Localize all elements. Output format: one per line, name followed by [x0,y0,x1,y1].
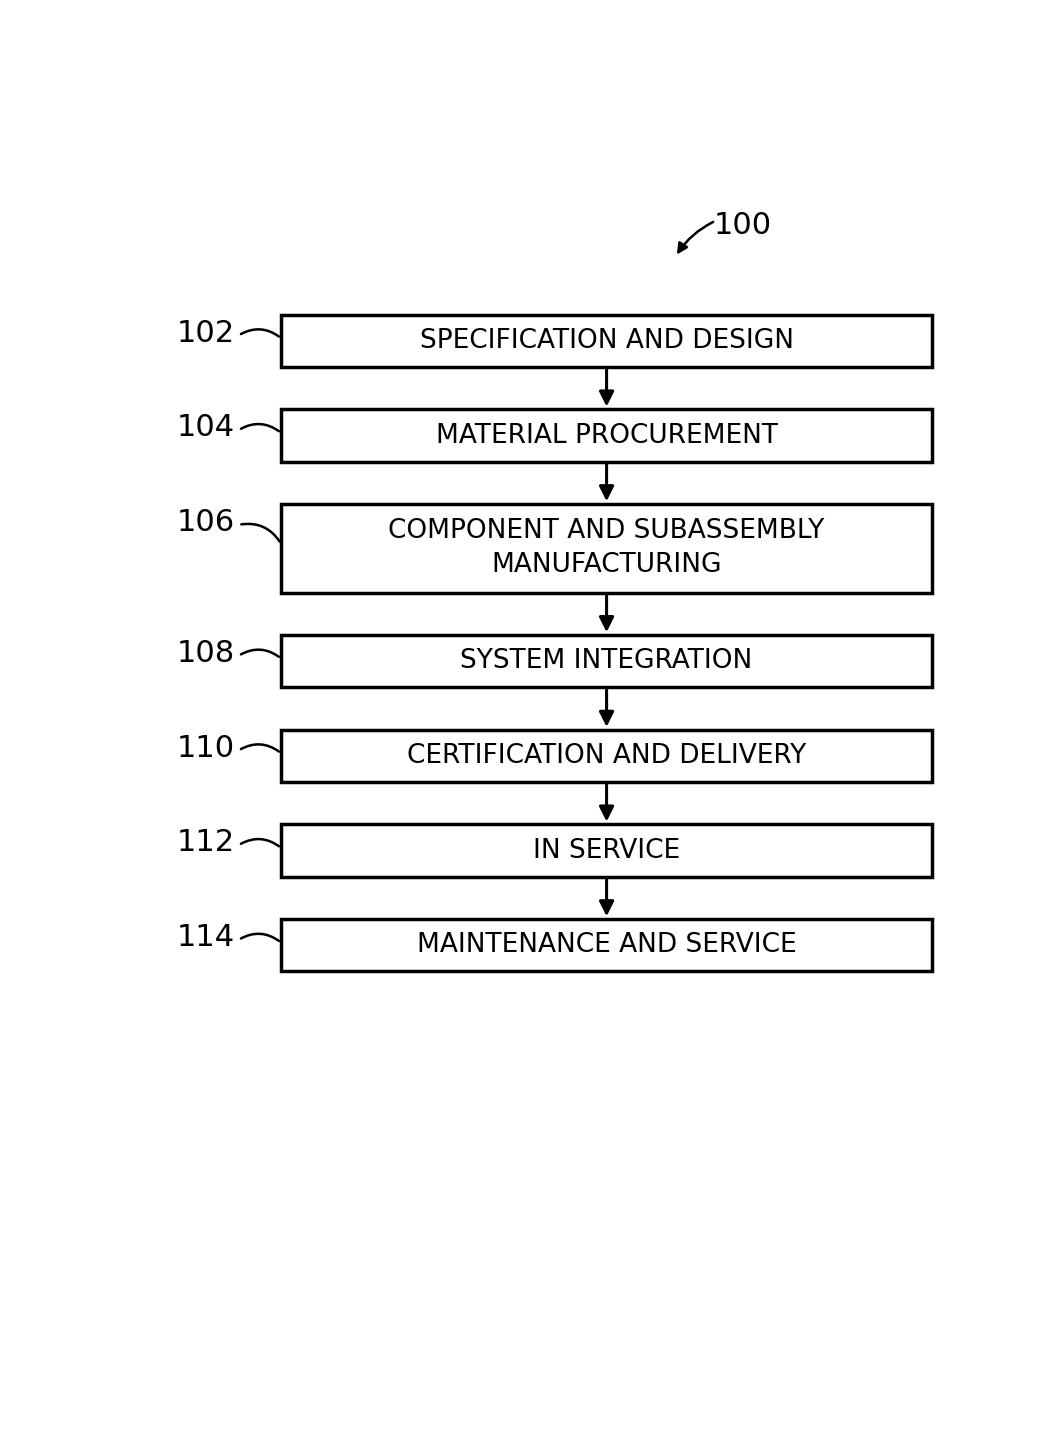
Text: SYSTEM INTEGRATION: SYSTEM INTEGRATION [460,649,753,674]
FancyBboxPatch shape [281,409,932,462]
FancyBboxPatch shape [281,729,932,782]
Text: 106: 106 [176,508,235,537]
Text: MATERIAL PROCUREMENT: MATERIAL PROCUREMENT [436,422,777,449]
FancyBboxPatch shape [281,824,932,877]
Text: COMPONENT AND SUBASSEMBLY
MANUFACTURING: COMPONENT AND SUBASSEMBLY MANUFACTURING [388,518,825,578]
Text: IN SERVICE: IN SERVICE [533,838,680,864]
Text: 114: 114 [176,923,235,951]
Text: MAINTENANCE AND SERVICE: MAINTENANCE AND SERVICE [417,933,796,959]
Text: 110: 110 [176,733,235,762]
Text: 104: 104 [176,413,235,442]
Text: 108: 108 [176,639,235,667]
Text: 102: 102 [176,319,235,347]
FancyBboxPatch shape [281,314,932,367]
Text: SPECIFICATION AND DESIGN: SPECIFICATION AND DESIGN [420,327,794,354]
FancyBboxPatch shape [281,918,932,971]
Text: 100: 100 [714,211,772,240]
FancyBboxPatch shape [281,634,932,687]
Text: 112: 112 [176,828,235,857]
FancyBboxPatch shape [281,504,932,593]
Text: CERTIFICATION AND DELIVERY: CERTIFICATION AND DELIVERY [407,743,806,769]
